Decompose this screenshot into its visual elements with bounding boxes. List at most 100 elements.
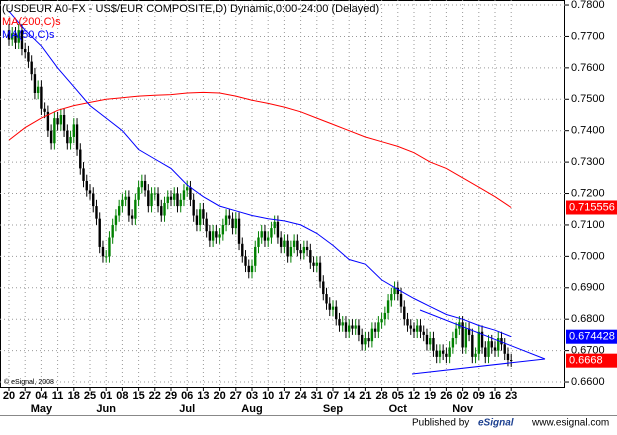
x-tick-label: 09 (473, 390, 485, 402)
candle-body (92, 193, 95, 207)
candle-body (101, 246, 105, 257)
candle-body (318, 262, 322, 282)
candle-body (312, 262, 315, 266)
month-label: Sep (323, 403, 343, 415)
candle-body (218, 234, 221, 238)
candle-body (438, 350, 442, 357)
candle-body (127, 196, 131, 216)
x-tick-label: 29 (165, 390, 177, 402)
month-label: Jun (96, 403, 116, 415)
candle-body (53, 118, 56, 144)
x-tick-label: 27 (19, 390, 31, 402)
candle-body (471, 334, 474, 357)
candle-body (454, 328, 458, 339)
candle-body (335, 306, 338, 320)
candle-body (315, 262, 318, 266)
candle-body (487, 341, 490, 357)
y-tick-label: 0.6600 (571, 376, 605, 388)
x-tick-label: 28 (375, 390, 387, 402)
candle-body (270, 228, 273, 238)
candle-body (33, 74, 37, 93)
candle-body (412, 328, 416, 332)
candle-body (354, 325, 357, 329)
candle-body (254, 246, 257, 266)
x-tick-label: 14 (343, 390, 356, 402)
candle-body (140, 180, 144, 188)
candle-body (179, 199, 182, 207)
candle-body (367, 338, 370, 342)
x-tick-label: 03 (246, 390, 258, 402)
candle-body (14, 33, 17, 43)
moving-average-line (8, 10, 512, 338)
candle-body (370, 328, 374, 342)
chart-title: (USDEUR A0-FX - US$/EUR COMPOSITE,D) Dyn… (2, 3, 379, 15)
candle-body (221, 224, 225, 235)
candle-body (341, 322, 344, 326)
candle-body (461, 322, 464, 348)
x-tick-label: 15 (132, 390, 144, 402)
candle-body (283, 240, 286, 247)
candle-body (357, 325, 361, 335)
candle-body (425, 334, 429, 345)
moving-average-line (8, 91, 512, 208)
candle-body (95, 206, 98, 219)
candle-body (56, 118, 59, 125)
candle-body (250, 265, 254, 273)
candle-body (166, 196, 169, 203)
candle-body (62, 114, 66, 131)
candle-body (234, 218, 237, 229)
last-value-box (566, 329, 617, 344)
y-tick-label: 0.7700 (571, 30, 605, 42)
footer-text: Published by (412, 418, 469, 429)
month-label: Jul (179, 403, 195, 415)
candle-body (79, 149, 82, 169)
candle-body (85, 180, 88, 191)
candle-body (305, 246, 309, 251)
candle-body (121, 199, 124, 207)
candle-body (279, 237, 283, 247)
candle-body (143, 180, 147, 191)
legend-entry: MA(50,C)s (2, 29, 55, 41)
candle-body (328, 303, 331, 310)
x-tick-label: 07 (327, 390, 339, 402)
candle-body (373, 328, 377, 332)
candle-body (273, 221, 276, 229)
copyright: © eSignal, 2008 (4, 378, 54, 386)
candle-body (451, 338, 455, 348)
last-value-box (566, 200, 617, 215)
candle-body (448, 347, 451, 357)
candle-body (215, 231, 218, 238)
candle-body (153, 193, 156, 195)
x-tick-label: 17 (278, 390, 290, 402)
candle-body (11, 33, 14, 40)
candle-body (66, 130, 69, 144)
candle-body (244, 256, 247, 266)
x-tick-label: 08 (116, 390, 128, 402)
candle-body (348, 325, 351, 332)
footer-logo: eSignal (478, 418, 514, 429)
footer-url: www.esignal.com (531, 418, 609, 429)
candle-body (124, 196, 127, 200)
y-tick-label: 0.7400 (571, 125, 605, 137)
candle-body (173, 193, 176, 200)
candle-body (160, 206, 163, 216)
candle-body (344, 322, 348, 332)
candle-body (393, 287, 396, 295)
y-tick-label: 0.7100 (571, 219, 605, 231)
candle-body (130, 215, 134, 219)
y-tick-label: 0.7500 (571, 93, 605, 105)
candle-body (176, 193, 179, 207)
x-tick-label: 22 (149, 390, 161, 402)
candle-body (182, 190, 186, 200)
candle-body (416, 325, 419, 332)
candle-body (208, 231, 212, 241)
candle-body (114, 215, 118, 225)
candle-body (322, 281, 325, 295)
candle-body (260, 231, 263, 238)
candle-body (231, 218, 234, 229)
candle-body (500, 338, 503, 345)
x-tick-label: 12 (408, 390, 420, 402)
candle-body (409, 325, 412, 329)
candle-body (228, 215, 231, 219)
y-tick-label: 0.6700 (571, 345, 605, 357)
